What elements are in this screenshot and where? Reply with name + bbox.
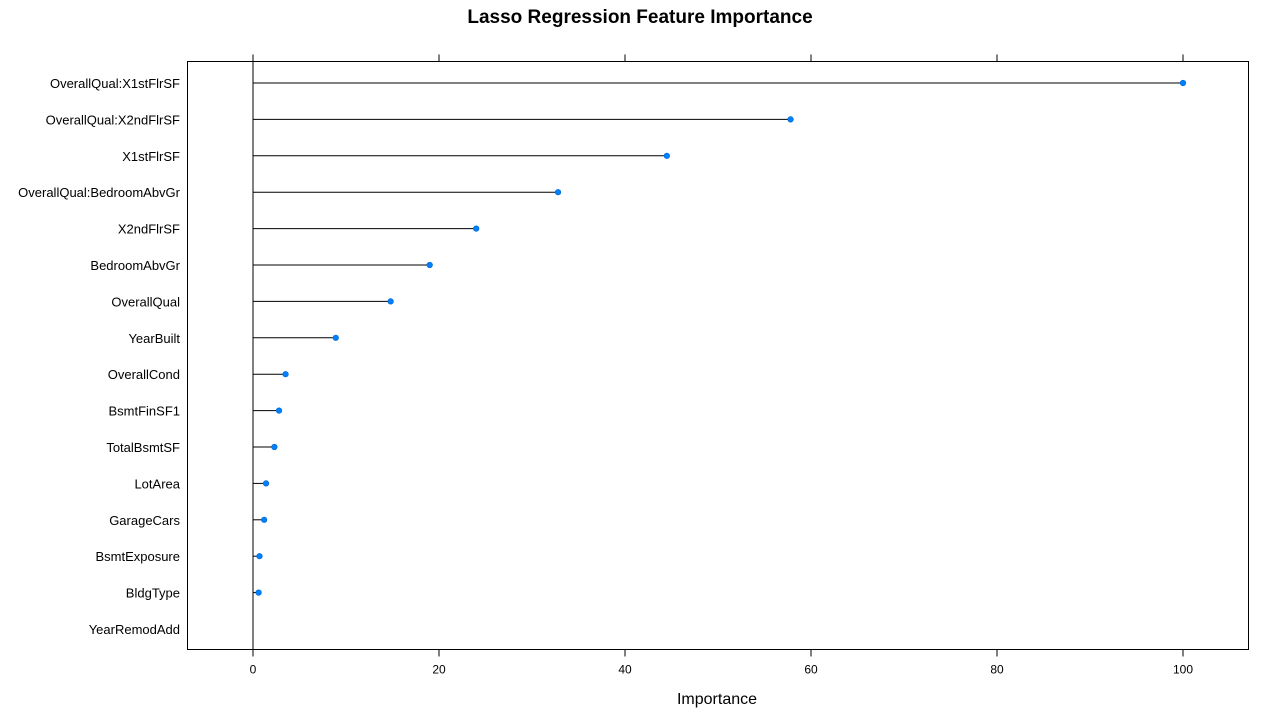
importance-point [554, 189, 562, 196]
feature-label: TotalBsmtSF [106, 440, 180, 455]
feature-label: OverallQual:X1stFlrSF [50, 76, 180, 91]
feature-label: YearRemodAdd [89, 622, 180, 637]
importance-point [787, 116, 794, 123]
feature-label: X1stFlrSF [122, 149, 180, 164]
x-tick-label: 20 [432, 663, 446, 677]
importance-point [256, 553, 263, 560]
x-axis: 0 20 40 60 80 100 [250, 649, 1193, 677]
importance-point [261, 516, 268, 523]
feature-label: OverallQual:BedroomAbvGr [18, 185, 181, 200]
importance-point [282, 371, 289, 378]
feature-label: GarageCars [109, 513, 180, 528]
feature-label: BsmtFinSF1 [108, 404, 180, 419]
importance-point [271, 443, 278, 451]
x-tick-label: 60 [804, 663, 818, 677]
importance-point [663, 152, 670, 159]
data-marks [253, 79, 1187, 596]
x-axis-label: Importance [677, 691, 757, 708]
y-axis-labels: OverallQual:X1stFlrSF OverallQual:X2ndFlr… [18, 76, 181, 637]
x-tick-label: 80 [990, 663, 1004, 677]
x-tick-label: 100 [1173, 663, 1193, 677]
importance-point [1179, 79, 1187, 87]
importance-point [275, 407, 283, 414]
importance-point [332, 334, 339, 341]
feature-label: BsmtExposure [95, 549, 180, 564]
importance-point [262, 480, 270, 487]
feature-label: OverallCond [108, 367, 180, 382]
x-tick-label: 0 [250, 663, 257, 677]
importance-point [255, 589, 262, 596]
feature-label: LotArea [134, 476, 180, 491]
feature-label: YearBuilt [128, 331, 180, 346]
plot-frame [187, 61, 1249, 650]
feature-label: BldgType [126, 586, 180, 601]
chart-title: Lasso Regression Feature Importance [467, 7, 812, 28]
feature-label: OverallQual [111, 294, 180, 309]
importance-point [473, 225, 480, 232]
feature-label: OverallQual:X2ndFlrSF [46, 112, 180, 127]
feature-label: BedroomAbvGr [90, 258, 180, 273]
x-tick-label: 40 [618, 663, 632, 677]
importance-point [426, 261, 433, 269]
feature-label: X2ndFlrSF [118, 222, 180, 237]
importance-point [387, 298, 394, 305]
top-axis-ticks [252, 54, 1184, 62]
